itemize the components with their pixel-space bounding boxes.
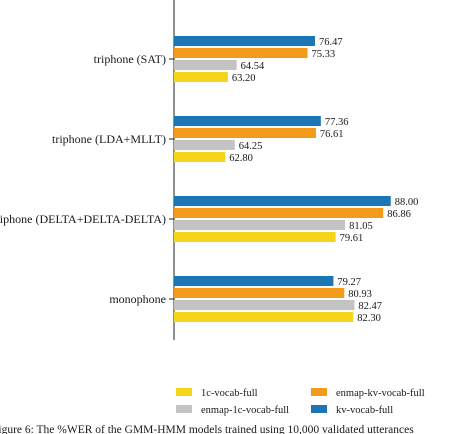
bar-enmap-1c-vocab-full-triphone-lda-mllt- [174,140,235,150]
value-label: 79.61 [340,233,364,244]
legend-swatch-1c-vocab-full [176,388,192,396]
value-label: 77.36 [325,117,349,128]
legend-label-enmap-1c-vocab-full: enmap-1c-vocab-full [201,405,289,416]
legend-swatch-enmap-1c-vocab-full [176,405,192,413]
bar-1c-vocab-full-triphone-delta-delta-delta- [174,232,336,242]
category-label-triphone-sat-: triphone (SAT) [94,52,166,66]
category-label-monophone: monophone [109,292,166,306]
bar-kv-vocab-full-triphone-sat- [174,36,316,46]
legend-swatch-enmap-kv-vocab-full [311,388,327,396]
value-label: 76.61 [320,129,344,140]
figure-caption: Figure 6: The %WER of the GMM-HMM models… [0,424,414,434]
caption-text: Figure 6: The %WER of the GMM-HMM models… [0,424,414,434]
bar-enmap-1c-vocab-full-triphone-sat- [174,60,237,70]
legend-label-1c-vocab-full: 1c-vocab-full [201,388,258,399]
bar-1c-vocab-full-monophone [174,312,354,322]
axis-layer [169,0,175,340]
legend-label-kv-vocab-full: kv-vocab-full [336,405,393,416]
legend-swatch-kv-vocab-full [311,405,327,413]
bar-kv-vocab-full-triphone-delta-delta-delta- [174,196,391,206]
bar-kv-vocab-full-monophone [174,276,334,286]
legend-label-enmap-kv-vocab-full: enmap-kv-vocab-full [336,388,425,399]
bar-1c-vocab-full-triphone-sat- [174,72,228,82]
category-label-triphone-lda-mllt-: triphone (LDA+MLLT) [52,132,166,146]
category-label-triphone-delta-delta-delta-: triphone (DELTA+DELTA-DELTA) [0,212,166,226]
value-label: 63.20 [232,73,256,84]
value-label: 62.80 [229,153,253,164]
value-label: 81.05 [349,221,373,232]
value-label: 88.00 [395,197,419,208]
bar-enmap-1c-vocab-full-triphone-delta-delta-delta- [174,220,346,230]
bar-1c-vocab-full-triphone-lda-mllt- [174,152,226,162]
value-label: 76.47 [319,37,343,48]
bar-kv-vocab-full-triphone-lda-mllt- [174,116,321,126]
value-label: 64.25 [239,141,263,152]
bar-enmap-1c-vocab-full-monophone [174,300,355,310]
value-label: 64.54 [241,61,265,72]
category-labels: triphone (SAT) triphone (LDA+MLLT) triphon… [0,52,166,306]
bar-enmap-kv-vocab-full-triphone-sat- [174,48,308,58]
value-label: 82.30 [357,313,381,324]
bar-enmap-kv-vocab-full-triphone-lda-mllt- [174,128,316,138]
bar-enmap-kv-vocab-full-monophone [174,288,345,298]
legend: 1c-vocab-full enmap-kv-vocab-full enmap-1c… [176,388,425,416]
value-label: 75.33 [312,49,336,60]
value-label: 82.47 [358,301,382,312]
bar-enmap-kv-vocab-full-triphone-delta-delta-delta- [174,208,384,218]
value-label: 86.86 [387,209,411,220]
value-label: 80.93 [348,289,372,300]
value-label: 79.27 [337,277,361,288]
